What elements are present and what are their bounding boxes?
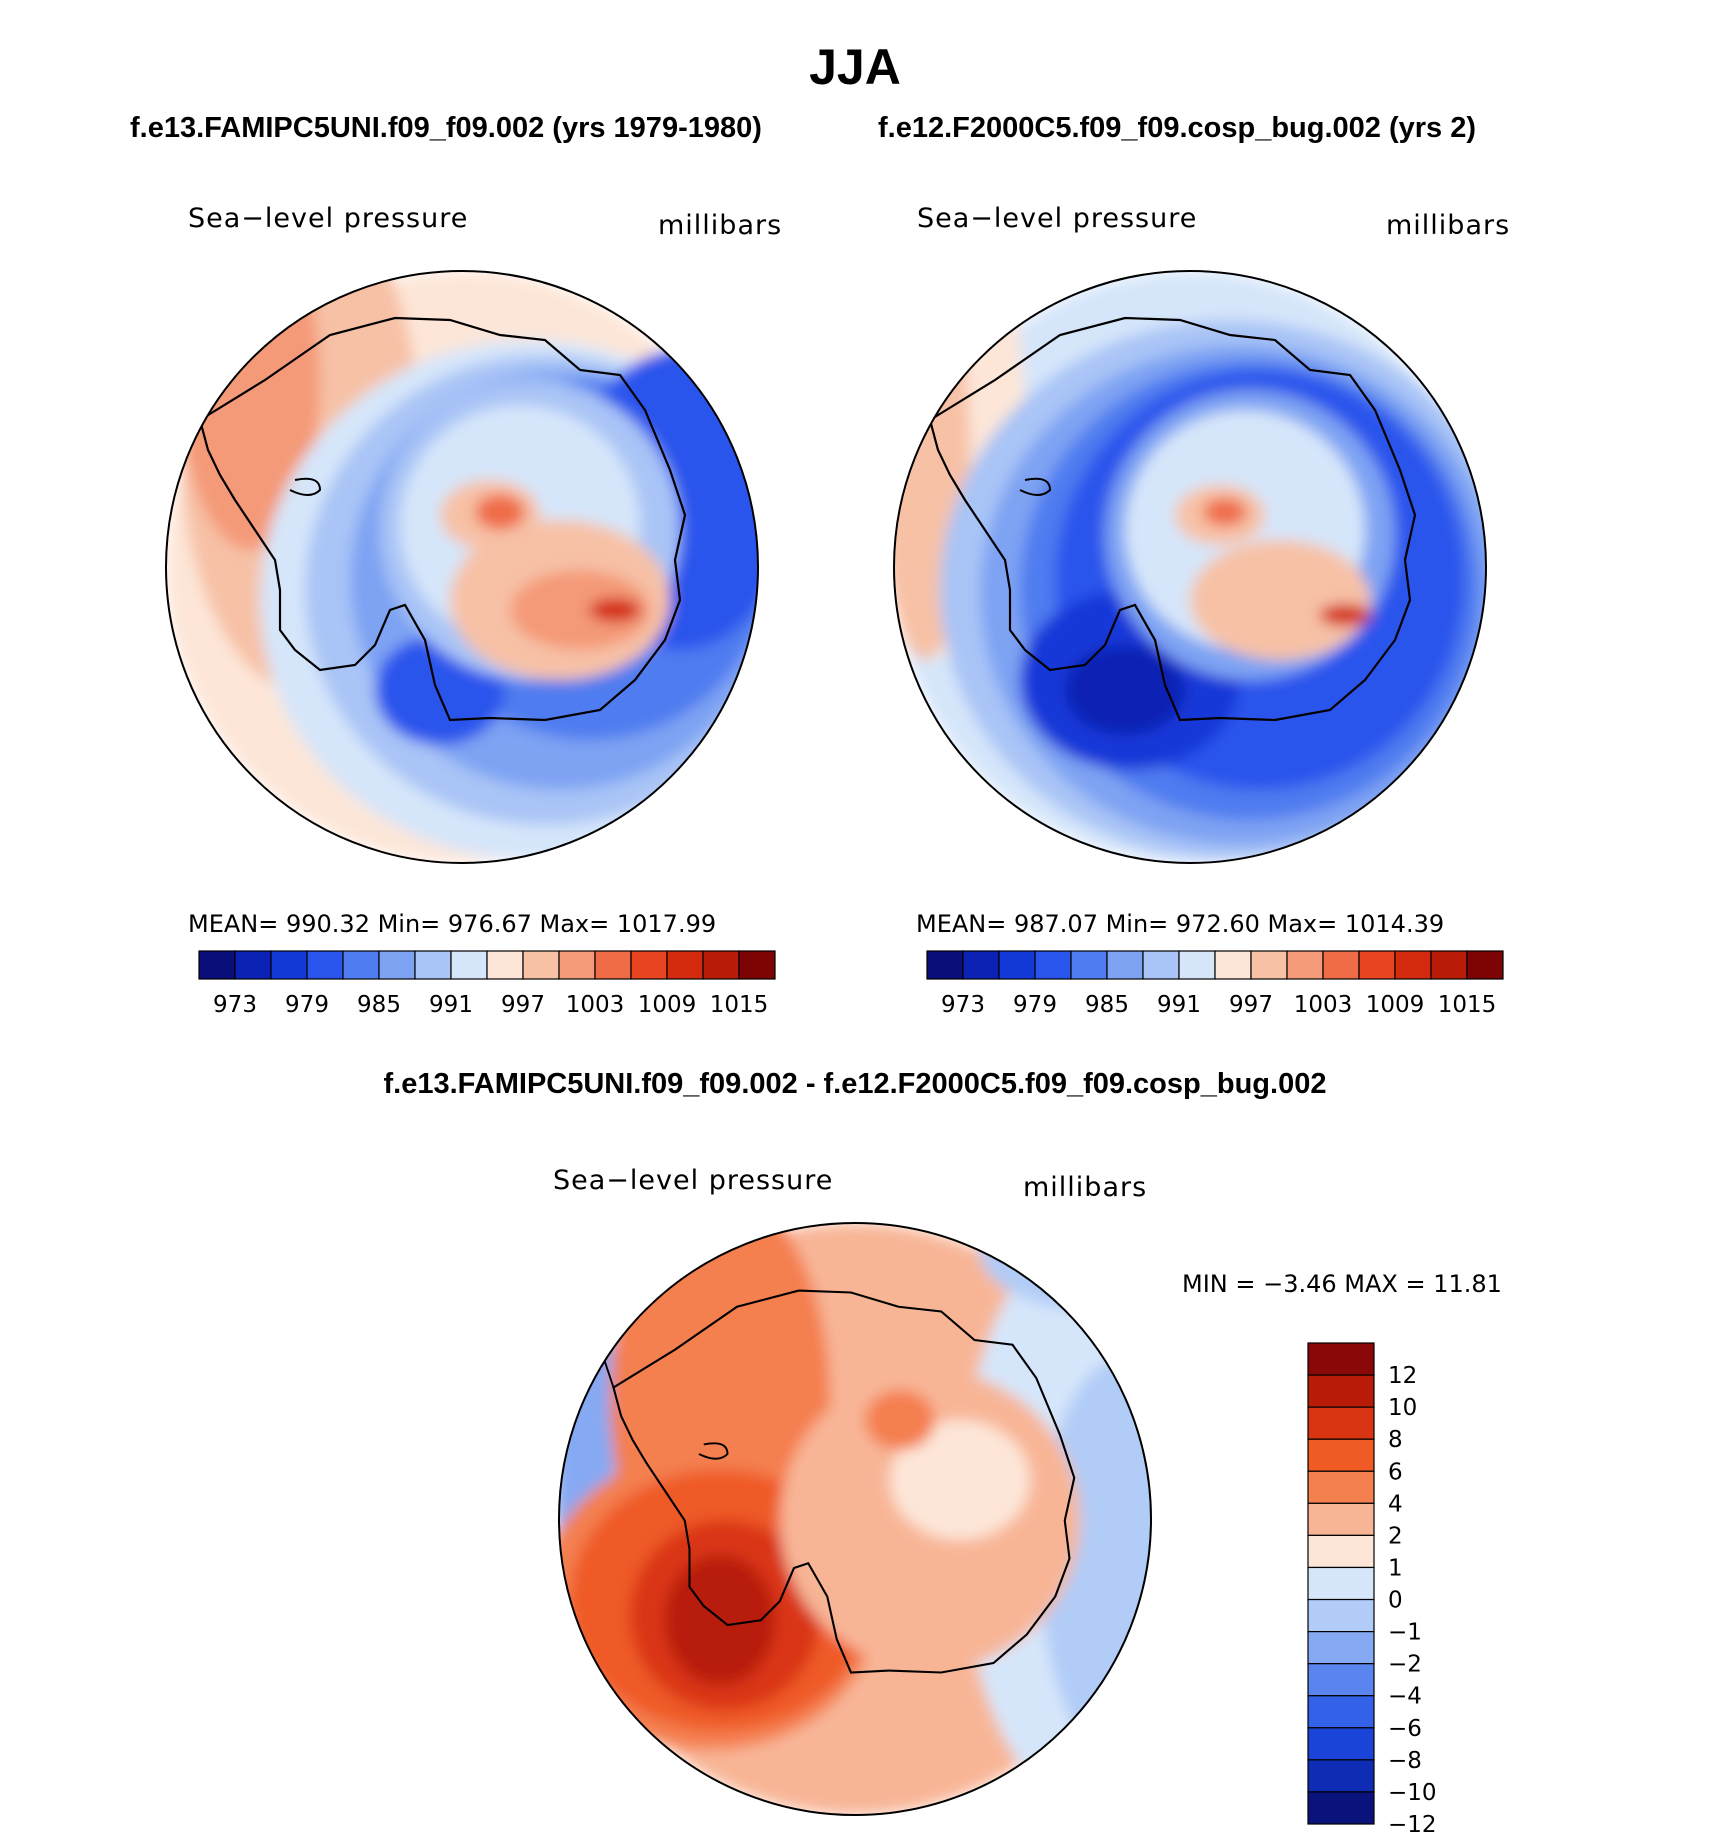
colorbar-tick-label: 1 xyxy=(1388,1555,1403,1581)
colorbar-tick-label: 991 xyxy=(1157,992,1201,1018)
difference-variable-label: Sea−level pressure xyxy=(553,1165,834,1196)
colorbar-swatch xyxy=(450,950,488,980)
colorbar-tick-label: 10 xyxy=(1388,1395,1417,1421)
colorbar-swatch xyxy=(1307,1630,1375,1665)
map-case1 xyxy=(165,270,759,864)
colorbar-swatch xyxy=(1307,1342,1375,1376)
colorbar-swatch xyxy=(1307,1502,1375,1537)
colorbar-swatch xyxy=(1466,950,1504,980)
colorbar-swatch xyxy=(522,950,560,980)
colorbar-swatch xyxy=(1307,1374,1375,1408)
colorbar-swatch xyxy=(998,950,1036,980)
colorbar-tick-label: 2 xyxy=(1388,1523,1403,1549)
season-title: JJA xyxy=(809,39,901,95)
colorbar-tick-label: 1015 xyxy=(710,992,769,1018)
colorbar-swatch xyxy=(702,950,740,980)
colorbar-tick-label: −1 xyxy=(1388,1620,1422,1646)
colorbar-swatch xyxy=(198,950,236,980)
map-difference xyxy=(558,1222,1152,1816)
colorbar-swatch xyxy=(342,950,380,980)
difference-title: f.e13.FAMIPC5UNI.f09_f09.002 - f.e12.F20… xyxy=(383,1068,1327,1100)
colorbar-swatch xyxy=(1106,950,1144,980)
colorbar-tick-label: 979 xyxy=(1013,992,1057,1018)
colorbar-swatch xyxy=(926,950,964,980)
colorbar-swatch xyxy=(1307,1406,1375,1440)
colorbar-tick-label: −6 xyxy=(1388,1716,1422,1742)
colorbar-swatch xyxy=(1307,1470,1375,1504)
colorbar-swatch xyxy=(1307,1663,1375,1697)
colorbar-swatch xyxy=(1322,950,1360,980)
case1-variable-label: Sea−level pressure xyxy=(188,203,469,234)
colorbar-case2: 973 979 985 991 997 1003 1009 1015 xyxy=(926,950,1504,1018)
colorbar-swatch xyxy=(306,950,344,980)
colorbar-swatch xyxy=(1358,950,1396,980)
colorbar-swatch xyxy=(1214,950,1252,980)
case2-variable-label: Sea−level pressure xyxy=(917,203,1198,234)
colorbar-swatch xyxy=(1394,950,1432,980)
colorbar-tick-label: 973 xyxy=(213,992,257,1018)
colorbar-tick-label: −8 xyxy=(1388,1748,1422,1774)
colorbar-tick-label: −12 xyxy=(1388,1812,1437,1838)
colorbar-swatch xyxy=(1142,950,1180,980)
colorbar-swatch xyxy=(962,950,1000,980)
colorbar-tick-label: 0 xyxy=(1388,1588,1403,1614)
case2-units-label: millibars xyxy=(1386,210,1511,241)
colorbar-swatch xyxy=(1307,1791,1375,1825)
colorbar-swatch xyxy=(1307,1727,1375,1761)
colorbar-swatch xyxy=(1178,950,1216,980)
colorbar-tick-label: 973 xyxy=(941,992,985,1018)
case1-units-label: millibars xyxy=(658,210,783,241)
colorbar-swatch xyxy=(1034,950,1072,980)
colorbar-tick-label: −2 xyxy=(1388,1652,1422,1678)
colorbar-tick-label: 991 xyxy=(429,992,473,1018)
colorbar-swatch xyxy=(1307,1534,1375,1569)
colorbar-tick-label: 1009 xyxy=(1366,992,1425,1018)
colorbar-tick-label: 1003 xyxy=(566,992,625,1018)
colorbar-swatch xyxy=(1286,950,1324,980)
colorbar-tick-label: 997 xyxy=(501,992,545,1018)
colorbar-tick-label: 4 xyxy=(1388,1491,1403,1517)
colorbar-tick-label: 12 xyxy=(1388,1363,1417,1389)
colorbar-swatch xyxy=(558,950,596,980)
colorbar-tick-label: 1003 xyxy=(1294,992,1353,1018)
difference-units-label: millibars xyxy=(1023,1172,1148,1203)
colorbar-swatch xyxy=(414,950,452,980)
colorbar-tick-label: 8 xyxy=(1388,1427,1403,1453)
colorbar-swatch xyxy=(1430,950,1468,980)
colorbar-swatch xyxy=(1070,950,1108,980)
case1-stats: MEAN= 990.32 Min= 976.67 Max= 1017.99 xyxy=(188,910,717,938)
colorbar-tick-label: 1015 xyxy=(1438,992,1497,1018)
colorbar-swatch xyxy=(1307,1438,1375,1472)
colorbar-swatch xyxy=(378,950,416,980)
colorbar-swatch xyxy=(486,950,524,980)
colorbar-swatch xyxy=(630,950,668,980)
colorbar-tick-label: 1009 xyxy=(638,992,697,1018)
case2-title: f.e12.F2000C5.f09_f09.cosp_bug.002 (yrs … xyxy=(878,112,1477,144)
colorbar-case1: 973 979 985 991 997 1003 1009 1015 xyxy=(198,950,776,1018)
colorbar-tick-label: 6 xyxy=(1388,1459,1403,1485)
colorbar-tick-label: 979 xyxy=(285,992,329,1018)
case1-title: f.e13.FAMIPC5UNI.f09_f09.002 (yrs 1979-1… xyxy=(130,112,762,144)
colorbar-swatch xyxy=(594,950,632,980)
colorbar-swatch xyxy=(234,950,272,980)
colorbar-swatch xyxy=(270,950,308,980)
colorbar-swatch xyxy=(738,950,776,980)
colorbar-swatch xyxy=(1307,1695,1375,1729)
colorbar-tick-label: 985 xyxy=(357,992,401,1018)
colorbar-swatch xyxy=(1307,1759,1375,1793)
colorbar-tick-label: −4 xyxy=(1388,1684,1422,1710)
colorbar-swatch xyxy=(1307,1566,1375,1601)
colorbar-swatch xyxy=(1250,950,1288,980)
case2-stats: MEAN= 987.07 Min= 972.60 Max= 1014.39 xyxy=(916,910,1445,938)
map-case2 xyxy=(893,270,1487,864)
difference-stats: MIN = −3.46 MAX = 11.81 xyxy=(1182,1270,1502,1298)
colorbar-tick-label: 985 xyxy=(1085,992,1129,1018)
colorbar-tick-label: 997 xyxy=(1229,992,1273,1018)
colorbar-swatch xyxy=(666,950,704,980)
colorbar-swatch xyxy=(1307,1598,1375,1633)
colorbar-tick-label: −10 xyxy=(1388,1780,1437,1806)
